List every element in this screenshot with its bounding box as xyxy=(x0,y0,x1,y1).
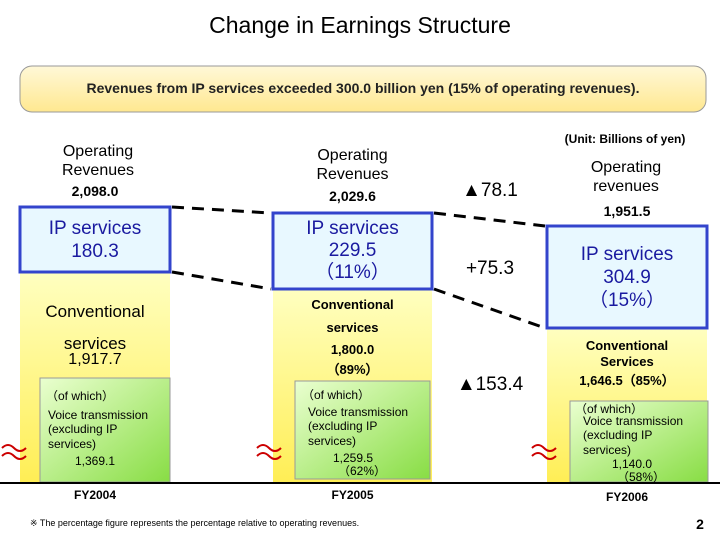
voice-box xyxy=(294,380,431,480)
voice-share: （58%） xyxy=(617,470,666,484)
footnote: ※ The percentage figure represents the p… xyxy=(30,518,360,528)
ip-label: IP services xyxy=(306,218,399,239)
ip-share: （15%） xyxy=(588,290,666,311)
op-label: Operating revenues xyxy=(590,159,662,196)
headline-box xyxy=(19,65,707,113)
ip-box xyxy=(271,211,434,291)
conventional-change: ▲153.4 xyxy=(456,374,524,395)
break-marks xyxy=(1,444,557,460)
conv-value: 1,917.7 xyxy=(68,351,122,368)
conv-label: Conventional services xyxy=(311,297,394,336)
page-number: 2 xyxy=(696,516,704,532)
voice-box xyxy=(39,377,171,483)
conv-value: 1,646.5（85%） xyxy=(579,373,675,388)
voice-head: （of which） xyxy=(46,389,115,403)
ip-share: （11%） xyxy=(315,262,390,283)
voice-share: （62%） xyxy=(338,464,387,478)
conv-label: Conventional services xyxy=(45,302,145,354)
total-change: ▲78.1 xyxy=(462,180,518,201)
op-value: 2,098.0 xyxy=(71,183,119,199)
voice-label: Voice transmission (excluding IP service… xyxy=(48,408,149,451)
ip-value: 180.3 xyxy=(71,241,119,262)
op-label: Operating Revenues xyxy=(316,147,389,184)
unit: (Unit: Billions of yen) xyxy=(564,132,686,146)
ip-value: 304.9 xyxy=(603,267,651,288)
headline: Revenues from IP services exceeded 300.0… xyxy=(86,80,640,96)
voice-label: Voice transmission (excluding IP service… xyxy=(308,405,409,448)
ip-change: +75.3 xyxy=(465,258,515,279)
year: FY2004 xyxy=(73,488,117,502)
op-value: 1,951.5 xyxy=(603,203,651,219)
connector-lines xyxy=(171,205,546,330)
op-label: Operating Revenues xyxy=(61,143,135,180)
conv-share: （89%） xyxy=(326,362,379,377)
year: FY2005 xyxy=(331,488,374,502)
voice-head: （of which） xyxy=(575,402,644,416)
ip-label: IP services xyxy=(48,218,142,239)
ip-label: IP services xyxy=(580,244,674,265)
conv-value: 1,800.0 xyxy=(330,342,375,357)
voice-value: 1,259.5 xyxy=(333,451,374,465)
voice-value: 1,369.1 xyxy=(75,454,116,468)
ip-box xyxy=(18,205,172,274)
voice-value: 1,140.0 xyxy=(612,457,653,471)
voice-head: （of which） xyxy=(302,388,371,402)
ip-box xyxy=(545,224,709,330)
conv-label: Conventional Services xyxy=(585,338,669,369)
year: FY2006 xyxy=(605,490,649,504)
voice-label: Voice transmission (excluding IP service… xyxy=(583,414,684,457)
ip-value: 229.5 xyxy=(328,240,377,261)
op-value: 2,029.6 xyxy=(329,188,376,204)
title: Change in Earnings Structure xyxy=(209,12,511,38)
